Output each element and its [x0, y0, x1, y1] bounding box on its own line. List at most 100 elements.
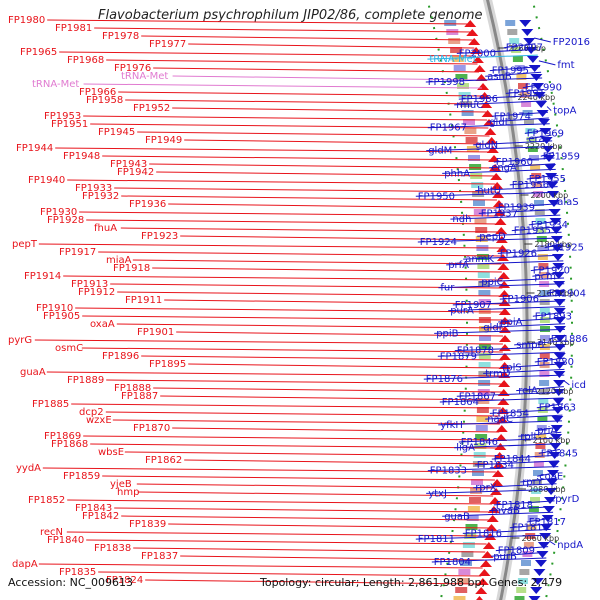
cog-feature-block [455, 74, 468, 80]
gene-label: FP1816 [465, 528, 502, 539]
gene-label: FP1967 [430, 123, 467, 134]
plus-strand-gene-arrow [532, 83, 545, 90]
left-gene-labels: FP1980 FP1981 FP1978 FP1977 FP1965 FP1968 FP19… [8, 15, 504, 586]
cog-feature-block [479, 326, 491, 332]
gene-label: dcp2 [79, 407, 104, 418]
minus-strand-gene-arrow [496, 245, 509, 252]
cog-feature-block [478, 308, 491, 314]
gene-label: FP1930 [40, 207, 77, 218]
plus-strand-gene-arrow [553, 353, 566, 360]
gene-label: FP1912 [78, 287, 115, 298]
gene-label: FP2016 [553, 37, 590, 48]
minus-strand-gene-arrow [491, 479, 504, 486]
gene-label: guaB [444, 511, 470, 522]
gene-leader-line [133, 547, 486, 553]
cog-feature-block [534, 200, 544, 206]
gene-leader-line [98, 251, 502, 257]
gene-label: rplI [520, 431, 536, 442]
gene-leader-line [125, 99, 485, 105]
plus-strand-gene-arrow [536, 110, 549, 117]
gene-label: topA [553, 106, 576, 117]
gene-leader-line [106, 59, 478, 65]
gene-leader-line [448, 306, 565, 312]
gene-leader-line [98, 571, 482, 577]
gene-leader-line [439, 397, 564, 403]
gene-label: FP1839 [129, 519, 166, 530]
minus-strand-gene-arrow [495, 434, 508, 441]
gene-label: FP1986 [461, 94, 498, 105]
minus-strand-gene-arrow [498, 380, 511, 387]
gene-leader-line [495, 546, 549, 552]
gene-label: FP1960 [496, 157, 533, 168]
cog-feature-block [518, 83, 528, 89]
gene-label: FP1951 [51, 119, 88, 130]
gene-label: ppiB [436, 328, 458, 339]
gene-leader-line [526, 517, 553, 523]
gene-label: FP1944 [16, 143, 53, 154]
gene-leader-line [172, 427, 500, 433]
scale-tick-label: 2260 kbp [508, 44, 546, 53]
plus-strand-gene-arrow [547, 461, 560, 468]
gene-label: FP1906 [502, 294, 539, 305]
gene-leader-line [454, 346, 565, 352]
cog-feature-block [469, 164, 482, 170]
gene-label: yjeB [110, 479, 132, 490]
cog-feature-block [473, 200, 485, 206]
cog-feature-block [522, 110, 533, 116]
minus-strand-gene-arrow [485, 524, 498, 531]
minus-strand-gene-arrow [485, 137, 498, 144]
gene-label: FP1969 [527, 128, 564, 139]
gene-leader-line [137, 491, 494, 497]
gene-label: fur [440, 283, 455, 294]
gene-leader-line [415, 191, 559, 197]
scale-tick-label: 2160 kbp [537, 289, 575, 298]
gene-leader-line [514, 340, 565, 346]
gene-leader-line [86, 219, 499, 225]
minus-strand-gene-arrow [478, 569, 491, 576]
gene-label: yfkH [440, 420, 463, 431]
minus-strand-gene-arrow [482, 542, 495, 549]
plus-strand-gene-arrow [544, 164, 557, 171]
cog-feature-block [536, 227, 547, 233]
gene-label: rprY [522, 477, 544, 488]
gene-leader-line [431, 557, 547, 563]
gene-leader-line [114, 507, 492, 513]
gene-leader-line [427, 54, 538, 60]
gene-leader-line [117, 291, 503, 297]
cog-feature-block [527, 146, 538, 152]
cog-feature-block [539, 317, 550, 323]
gene-label: wbsE [98, 447, 124, 458]
gene-label: FP1824 [106, 575, 143, 586]
gene-label: FP1978 [102, 31, 139, 42]
plus-strand-gene-arrow [525, 47, 538, 54]
gene-leader-line [473, 483, 557, 489]
cog-feature-block [537, 416, 548, 422]
gene-leader-line [153, 67, 480, 73]
gene-label: FP1893 [535, 311, 572, 322]
gene-label: priA [537, 426, 557, 437]
plus-strand-gene-arrow [551, 416, 564, 423]
gene-label: FP1949 [145, 135, 182, 146]
gene-label: miaA [106, 255, 132, 266]
cog-feature-block [526, 524, 537, 530]
gene-leader-line [38, 243, 501, 249]
cog-feature-block [539, 308, 550, 314]
gene-leader-line [516, 386, 564, 392]
gene-label: FP1950 [418, 191, 455, 202]
cog-feature-block [478, 299, 491, 305]
gene-label: pyrD [555, 494, 579, 505]
gene-label: FP1869 [44, 431, 81, 442]
gene-leader-line [81, 347, 503, 353]
cog-feature-block [450, 47, 463, 53]
gene-leader-line [34, 339, 503, 345]
gene-leader-line [176, 331, 503, 337]
gene-leader-line [168, 523, 489, 529]
cog-feature-block [478, 290, 491, 296]
gene-label: nadC [487, 414, 513, 425]
cog-feature-block [535, 218, 546, 224]
cog-feature-block [519, 569, 530, 575]
gene-leader-line [66, 531, 488, 537]
plus-strand-gene-arrow [523, 38, 536, 45]
gene-leader-line [164, 299, 503, 305]
